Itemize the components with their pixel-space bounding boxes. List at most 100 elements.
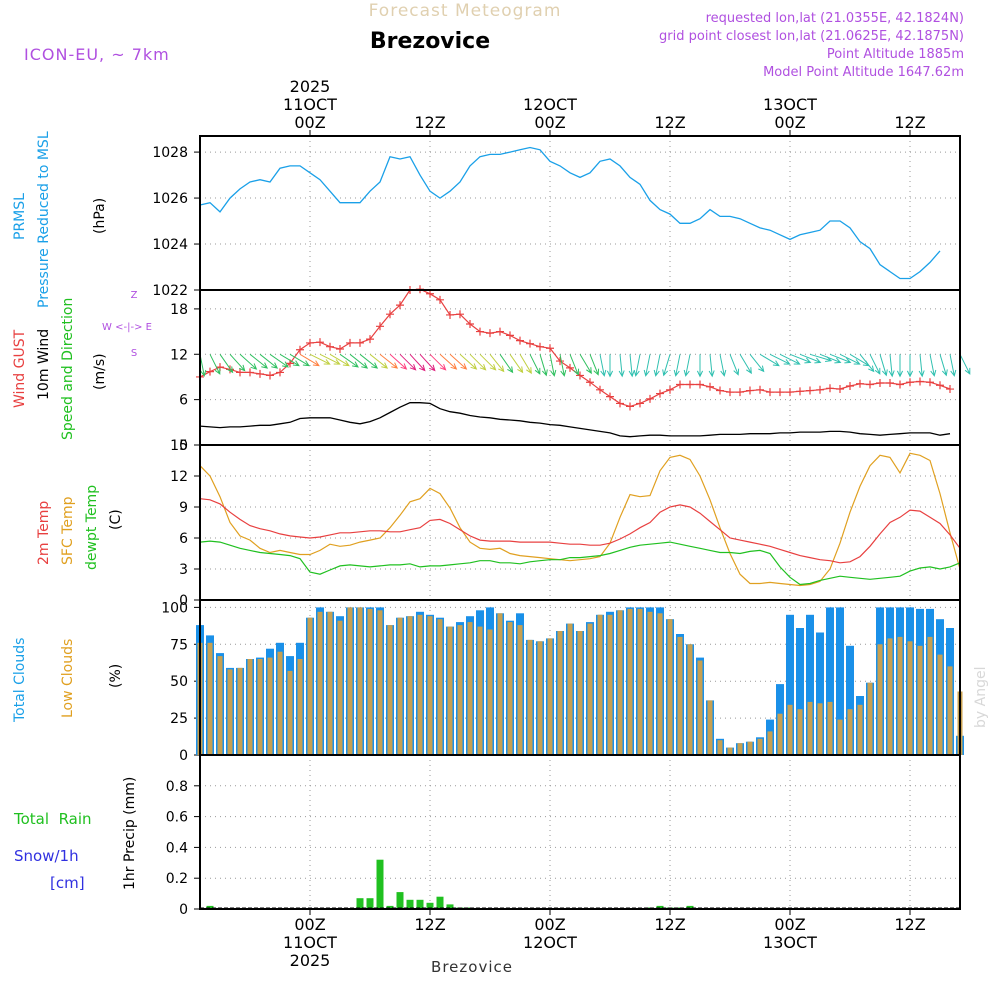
- temperature-ytick-label: 0: [179, 593, 188, 609]
- gust-marker: [526, 339, 534, 348]
- rain-bar: [206, 905, 214, 909]
- low-cloud-bar: [627, 608, 633, 755]
- gust-marker: [426, 289, 434, 298]
- compass-we: W <-|-> E: [102, 322, 152, 333]
- gust-marker: [656, 389, 664, 398]
- temperature-panel: 0 3 6 9 12 15: [170, 438, 961, 609]
- rain-bar: [416, 899, 424, 909]
- celsius-unit: (C): [108, 509, 124, 530]
- low-cloud-bar: [607, 614, 613, 755]
- model-name: ICON-EU, ~ 7km: [24, 45, 170, 64]
- gust-marker: [786, 388, 794, 397]
- low-cloud-bar: [247, 659, 253, 755]
- gust-marker: [926, 378, 934, 387]
- bottom-axis-label: 00Z: [294, 915, 325, 934]
- wind-direction-arrow: [459, 353, 478, 370]
- wind-speed-dir-label: Speed and Direction: [60, 298, 76, 440]
- bottom-axis-label: 11OCT: [283, 933, 337, 952]
- gust-marker: [516, 336, 524, 345]
- low-cloud-bar: [497, 613, 503, 755]
- precip-frame: [199, 754, 961, 910]
- low-cloud-bar: [817, 703, 823, 755]
- total-rain-label: Total Rain: [13, 810, 92, 828]
- low-cloud-bar: [947, 666, 953, 755]
- gust-marker: [546, 344, 554, 353]
- top-axis-label: 12Z: [654, 113, 685, 132]
- bottom-axis-label: 00Z: [534, 915, 565, 934]
- precip-ytick-label: 0.4: [166, 840, 188, 856]
- wind-direction-arrow: [439, 353, 458, 370]
- clouds-ytick-label: 75: [170, 637, 188, 653]
- low-cloud-bar: [877, 644, 883, 755]
- wind-direction-arrow: [929, 354, 937, 377]
- pressure-msl-label: Pressure Reduced to MSL: [36, 131, 52, 308]
- wind-direction-arrow: [918, 354, 925, 378]
- low-cloud-bar: [237, 667, 243, 755]
- wind-direction-arrow: [319, 353, 341, 365]
- wind-direction-arrow: [349, 353, 369, 369]
- gust-marker: [866, 380, 874, 389]
- gust-marker: [466, 320, 474, 329]
- wind-direction-arrow: [653, 354, 661, 377]
- wind-direction-arrow: [869, 354, 881, 375]
- low-cloud-bar: [707, 700, 713, 755]
- hpa-unit: (hPa): [92, 198, 108, 234]
- wind-direction-arrow: [906, 354, 914, 378]
- bottom-axis-label: 12Z: [414, 915, 445, 934]
- wind-direction-arrow: [359, 353, 379, 369]
- clouds-panel: 0 25 50 75 100: [161, 599, 964, 764]
- gust-marker: [486, 329, 494, 338]
- gust-marker: [456, 310, 464, 319]
- precip-ytick-label: 0: [179, 902, 188, 918]
- wind-direction-arrow: [529, 354, 541, 375]
- wind-direction-arrow: [369, 353, 389, 369]
- low-cloud-bar: [717, 740, 723, 755]
- ms-unit: (m/s): [92, 353, 108, 390]
- low-cloud-bar: [407, 616, 413, 755]
- gust-marker: [836, 385, 844, 394]
- low-cloud-bar: [377, 610, 383, 755]
- low-clouds-label: Low Clouds: [60, 639, 76, 718]
- low-cloud-bar: [537, 641, 543, 755]
- gust-marker: [886, 379, 894, 387]
- sfc-temp-label: SFC Temp: [60, 496, 76, 565]
- location-title: Brezovice: [370, 29, 490, 54]
- gust-marker: [706, 382, 714, 391]
- gust-marker: [636, 399, 644, 408]
- gust-marker: [496, 327, 504, 336]
- pressure-frame: [199, 135, 961, 291]
- top-axis-label: 12Z: [894, 113, 925, 132]
- low-cloud-bar: [917, 645, 923, 755]
- gust-marker: [646, 394, 654, 403]
- clouds-ytick-label: 100: [161, 600, 188, 616]
- gust-marker: [236, 368, 244, 377]
- wind-gust-label: Wind GUST: [12, 329, 28, 408]
- total-cloud-bar: [826, 607, 834, 755]
- low-cloud-bar: [327, 611, 333, 755]
- wind-direction-arrow: [896, 354, 904, 378]
- gust-marker: [476, 327, 484, 336]
- gust-marker: [906, 378, 914, 387]
- top-axis-label: 12OCT: [523, 95, 577, 114]
- gust-marker: [846, 382, 854, 391]
- pressure-ytick-label: 1026: [152, 191, 188, 207]
- low-cloud-bar: [557, 631, 563, 755]
- wind-direction-arrow: [499, 354, 514, 374]
- gust-marker: [336, 344, 344, 353]
- sfc-temp-line: [199, 452, 961, 587]
- rain-bar: [356, 898, 364, 909]
- wind-direction-arrow: [449, 353, 468, 370]
- wind-direction-arrow: [539, 354, 548, 377]
- gust-marker: [946, 385, 954, 394]
- cm-unit: [cm]: [50, 874, 85, 892]
- gust-marker: [506, 331, 514, 340]
- wind-direction-arrow: [489, 353, 505, 373]
- low-cloud-bar: [757, 738, 763, 755]
- percent-unit: (%): [108, 664, 124, 688]
- precip-ytick-label: 0.2: [166, 871, 188, 887]
- low-cloud-bar: [697, 660, 703, 755]
- low-cloud-bar: [767, 731, 773, 755]
- gust-marker: [266, 371, 274, 380]
- wind-10m-label: 10m Wind: [36, 329, 52, 400]
